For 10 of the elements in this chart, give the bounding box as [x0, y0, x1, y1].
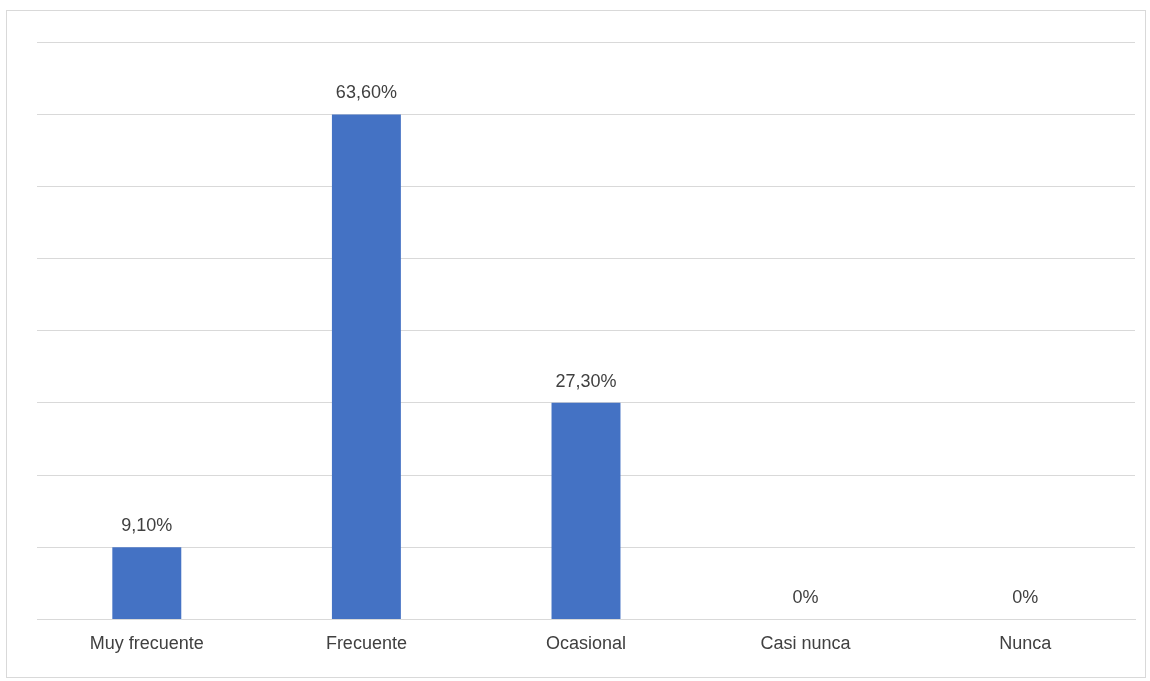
data-label: 9,10%: [121, 515, 173, 536]
x-tick-label: Frecuente: [325, 633, 407, 654]
data-label: 0%: [1012, 587, 1039, 608]
x-tick-label: Casi nunca: [760, 633, 852, 654]
x-tick-label: Muy frecuente: [89, 633, 204, 654]
x-tick-label: Nunca: [999, 633, 1053, 654]
data-label: 0%: [792, 587, 819, 608]
data-label: 63,60%: [335, 82, 397, 103]
data-label: 27,30%: [555, 370, 617, 391]
x-tick-label: Ocasional: [545, 633, 627, 654]
